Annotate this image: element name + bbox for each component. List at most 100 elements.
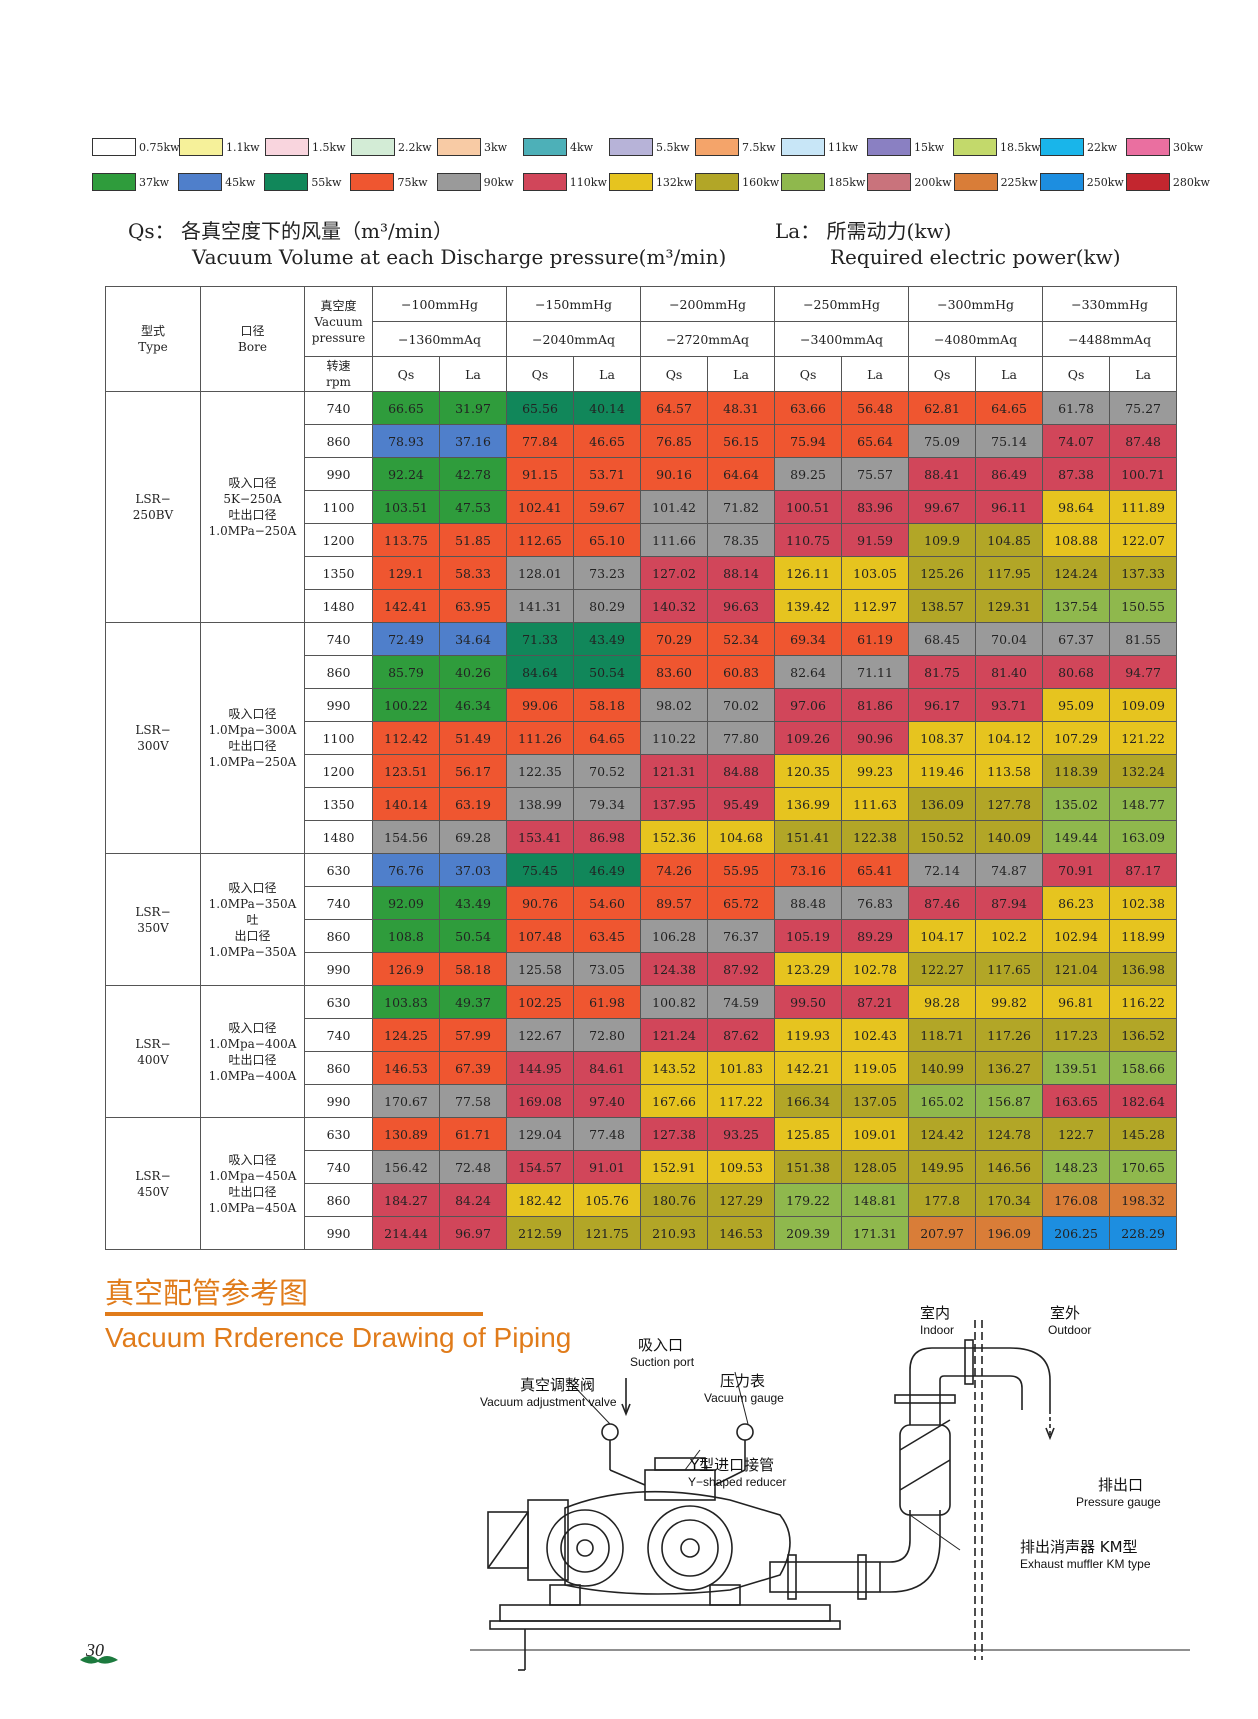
qs-value: 154.57 <box>506 1150 575 1184</box>
legend-swatch <box>781 138 825 156</box>
la-value: 76.83 <box>841 886 910 920</box>
qs-value: 107.29 <box>1042 721 1111 755</box>
cell-line: LSR− <box>135 1168 171 1183</box>
muffler-label-cn: 排出消声器 KM型 <box>1020 1538 1138 1556</box>
piping-title-cn: 真空配管参考图 <box>105 1276 309 1310</box>
qs-value: 87.38 <box>1042 457 1111 491</box>
qs-value: 139.51 <box>1042 1051 1111 1085</box>
la-value: 65.72 <box>707 886 776 920</box>
qs-value: 169.08 <box>506 1084 575 1118</box>
rpm-value: 990 <box>304 1084 373 1118</box>
la-value: 81.40 <box>975 655 1044 689</box>
la-value: 127.78 <box>975 787 1044 821</box>
la-value: 63.45 <box>573 919 642 953</box>
la-value: 50.54 <box>573 655 642 689</box>
la-value: 70.52 <box>573 754 642 788</box>
qs-value: 102.41 <box>506 490 575 524</box>
table-row: 1480 154.56 69.28 153.41 86.98 152.36 104.68 15… <box>106 820 1178 854</box>
qs-value: 106.28 <box>640 919 709 953</box>
la-value: 111.63 <box>841 787 910 821</box>
qs-value: 88.41 <box>908 457 977 491</box>
qs-value: 144.95 <box>506 1051 575 1085</box>
la-value: 75.14 <box>975 424 1044 458</box>
power-legend-row-2: 37kw 45kw 55kw 75kw 90kw 110kw 132kw 160kw 185kw… <box>92 172 1212 192</box>
la-value: 54.60 <box>573 886 642 920</box>
qs-value: 96.17 <box>908 688 977 722</box>
la-value: 102.38 <box>1109 886 1178 920</box>
rpm-header: 转速 rpm <box>304 356 373 392</box>
qs-value: 112.42 <box>372 721 440 755</box>
qs-value: 152.36 <box>640 820 709 854</box>
la-value: 87.48 <box>1109 424 1178 458</box>
table-row: LSR− 450V 吸入口径 1.0Mpa−450A 吐出口径 1.0MPa−450A 63… <box>105 1117 1178 1250</box>
qs-value: 109.26 <box>774 721 843 755</box>
qs-value: 126.9 <box>372 952 440 986</box>
la-value: 87.62 <box>707 1018 776 1052</box>
table-row: 740 156.42 72.48 154.57 91.01 152.91 109.53 151… <box>106 1150 1178 1184</box>
rpm-value: 630 <box>304 985 373 1019</box>
qs-header: Qs <box>506 356 575 392</box>
la-value: 46.65 <box>573 424 642 458</box>
qs-value: 87.46 <box>908 886 977 920</box>
table-row: 990 170.67 77.58 169.08 97.40 167.66 117.22 166… <box>106 1084 1178 1118</box>
table-row: 1350 129.1 58.33 128.01 73.23 127.02 88.14 126.… <box>106 556 1178 590</box>
rpm-value: 740 <box>304 886 373 920</box>
pressure-mmaq-header: −2040mmAq <box>506 321 642 357</box>
legend-label: 225kw <box>1000 175 1038 189</box>
qs-value: 138.57 <box>908 589 977 623</box>
la-value: 72.80 <box>573 1018 642 1052</box>
vacuum-header: 真空度 Vacuum pressure <box>304 286 373 357</box>
la-value: 43.49 <box>573 622 642 656</box>
qs-value: 146.53 <box>372 1051 440 1085</box>
rpm-value: 1480 <box>304 820 373 854</box>
suction-port-label-cn: 吸入口 <box>638 1336 683 1354</box>
qs-value: 65.56 <box>506 391 575 425</box>
la-value: 128.05 <box>841 1150 910 1184</box>
la-value: 163.09 <box>1109 820 1178 854</box>
qs-value: 128.01 <box>506 556 575 590</box>
pressure-mmhg-header: −250mmHg <box>774 286 910 322</box>
la-value: 118.99 <box>1109 919 1178 953</box>
cell-line: 1.0MPa−250A <box>208 524 297 538</box>
qs-value: 108.88 <box>1042 523 1111 557</box>
qs-header: Qs <box>908 356 977 392</box>
la-value: 196.09 <box>975 1216 1044 1250</box>
la-value: 51.49 <box>438 721 508 755</box>
la-value: 103.05 <box>841 556 910 590</box>
legend-swatch <box>867 173 912 191</box>
la-value: 84.61 <box>573 1051 642 1085</box>
la-value: 93.71 <box>975 688 1044 722</box>
table-row: LSR− 250BV 吸入口径 5K−250A 吐出口径 1.0MPa−250A 740 66… <box>105 391 1178 623</box>
la-value: 69.28 <box>438 820 508 854</box>
cell-line: 400V <box>137 1052 169 1067</box>
qs-value: 88.48 <box>774 886 843 920</box>
qs-value: 125.85 <box>774 1117 843 1151</box>
la-value: 124.78 <box>975 1117 1044 1151</box>
cell-line: 吸入口径 <box>228 880 277 895</box>
qs-value: 90.76 <box>506 886 575 920</box>
la-header: La <box>438 356 508 392</box>
pressure-mmhg-header: −300mmHg <box>908 286 1044 322</box>
la-value: 75.27 <box>1109 391 1178 425</box>
legend-item: 2.2kw <box>351 137 437 157</box>
qs-value: 119.46 <box>908 754 977 788</box>
la-value: 59.67 <box>573 490 642 524</box>
legend-label: 1.1kw <box>226 140 260 154</box>
qs-value: 127.38 <box>640 1117 709 1151</box>
qs-value: 137.54 <box>1042 589 1111 623</box>
qs-value: 103.83 <box>372 985 440 1019</box>
la-value: 58.33 <box>438 556 508 590</box>
la-value: 48.31 <box>707 391 776 425</box>
qs-value: 102.94 <box>1042 919 1111 953</box>
la-value: 77.58 <box>438 1084 508 1118</box>
la-value: 129.31 <box>975 589 1044 623</box>
la-value: 101.83 <box>707 1051 776 1085</box>
la-value: 55.95 <box>707 853 776 887</box>
legend-swatch <box>608 173 653 191</box>
performance-table-wrapper: 型式 Type 口径 Bore 真空度 Vacuum pressure −100mmHg −15… <box>105 286 1178 1250</box>
page-number: 30 <box>86 1640 104 1660</box>
table-row: 1350 140.14 63.19 138.99 79.34 137.95 95.49 136… <box>106 787 1178 821</box>
qs-value: 78.93 <box>372 424 440 458</box>
la-value: 74.87 <box>975 853 1044 887</box>
legend-item: 45kw <box>178 172 264 192</box>
